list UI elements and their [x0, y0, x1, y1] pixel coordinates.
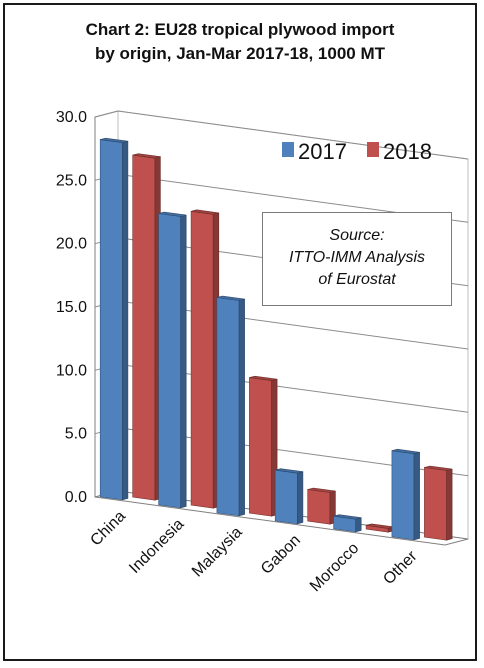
y-tick-label: 15.0: [56, 299, 87, 316]
bar-2018-gabon: [307, 487, 336, 525]
bar-top: [249, 375, 278, 381]
bar-2018-other: [424, 465, 453, 541]
source-line-1: Source:: [329, 227, 385, 244]
bar-front: [249, 377, 272, 517]
source-line-3: of Eurostat: [318, 271, 396, 288]
bar-top: [191, 209, 219, 215]
bar-front: [99, 139, 123, 501]
legend-label: 2018: [383, 139, 432, 164]
bar-2017-gabon: [274, 468, 304, 525]
bar-2018-indonesia: [190, 209, 220, 509]
bar-top: [275, 468, 303, 474]
chart-title-line-1: Chart 2: EU28 tropical plywood import: [85, 20, 395, 39]
y-tick-label: 20.0: [56, 236, 87, 253]
bar-top: [100, 137, 128, 143]
y-tick-label: 0.0: [65, 489, 87, 506]
chart-title-line-2: by origin, Jan-Mar 2017-18, 1000 MT: [94, 44, 386, 63]
bar-2018-china: [132, 153, 161, 501]
gridline: [94, 110, 469, 160]
source-annotation: Source: ITTO-IMM Analysis of Eurostat: [262, 212, 452, 306]
y-tick-label: 5.0: [65, 426, 87, 443]
bar-side: [180, 214, 187, 509]
bar-2017-morocco: [333, 514, 362, 533]
category-label: Other: [380, 547, 421, 588]
bar-side: [297, 471, 304, 525]
category-label: China: [87, 508, 129, 550]
chart-title: Chart 2: EU28 tropical plywood import by…: [0, 18, 480, 66]
bar-2018-malaysia: [249, 375, 278, 517]
bar-front: [158, 213, 181, 509]
bars: [99, 137, 453, 541]
category-label: Gabon: [258, 532, 304, 578]
bar-top: [307, 487, 336, 493]
bar-front: [190, 210, 214, 509]
bar-2018-morocco: [365, 523, 395, 533]
category-label: Indonesia: [126, 516, 187, 577]
bar-top: [158, 211, 187, 217]
bar-top: [333, 514, 362, 520]
bar-front: [424, 467, 447, 541]
bar-front: [391, 450, 415, 541]
source-line-2: ITTO-IMM Analysis: [288, 249, 425, 266]
legend: 2017 2018: [282, 139, 432, 164]
legend-swatch: [367, 142, 379, 157]
bar-top: [132, 153, 161, 159]
bar-front: [307, 489, 331, 525]
y-tick-label: 30.0: [56, 109, 87, 126]
bar-side: [238, 298, 245, 517]
bar-side: [413, 451, 420, 541]
bar-top: [424, 465, 453, 471]
category-label: Morocco: [307, 540, 362, 595]
bar-side: [355, 517, 362, 533]
legend-swatch: [282, 142, 294, 157]
bar-2017-other: [391, 448, 420, 541]
legend-label: 2017: [298, 139, 347, 164]
bar-top: [216, 295, 245, 301]
bar-side: [122, 140, 129, 501]
bar-2017-indonesia: [158, 211, 187, 509]
bar-top: [391, 448, 420, 455]
y-axis-ticks: 0.0 5.0 10.0 15.0 20.0 25.0 30.0: [56, 109, 87, 506]
y-tick-label: 10.0: [56, 362, 87, 379]
bar-front: [274, 469, 298, 525]
y-tick-label: 25.0: [56, 172, 87, 189]
bar-2017-china: [99, 137, 129, 501]
bar-front: [216, 297, 240, 517]
bar-2017-malaysia: [216, 295, 245, 517]
category-label: Malaysia: [189, 524, 246, 581]
bar-side: [446, 468, 453, 541]
bar-front: [132, 154, 156, 501]
